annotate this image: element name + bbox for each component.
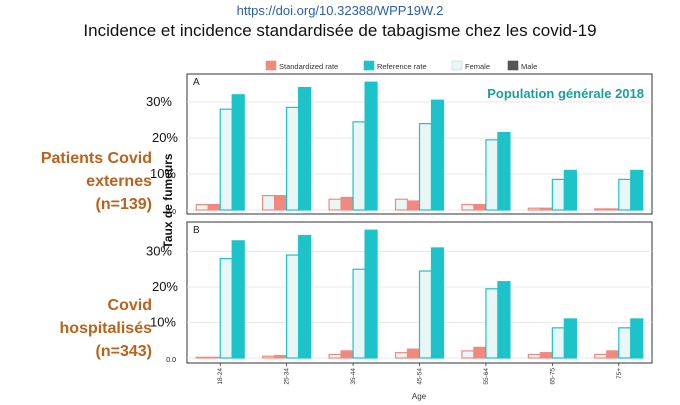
bar <box>274 354 288 359</box>
x-axis-label: Age <box>412 392 427 401</box>
legend-label: Standardized rate <box>279 62 338 71</box>
bar <box>485 288 499 359</box>
x-tick-label: 45-54 <box>417 368 424 385</box>
y-tick-label: 10% <box>150 166 176 181</box>
y-tick-label: 20% <box>152 130 178 145</box>
y-tick-label: 10% <box>150 315 176 330</box>
bar <box>406 348 421 359</box>
bar <box>207 204 221 211</box>
side-label-line: Patients Covid <box>40 150 152 167</box>
panel-label: A <box>193 77 200 88</box>
bar <box>539 352 553 359</box>
bar <box>618 178 632 211</box>
legend-label: Reference rate <box>377 62 427 71</box>
side-label-line: hospitalisés <box>59 320 152 337</box>
x-tick-label: 25-34 <box>284 368 291 385</box>
bar <box>340 196 354 211</box>
bar <box>497 132 511 211</box>
bar <box>594 208 608 211</box>
bar <box>418 270 433 359</box>
bar <box>606 208 620 211</box>
legend-swatch <box>507 60 519 71</box>
y-axis-label: Taux de fumeurs <box>161 153 175 248</box>
bar <box>286 254 300 359</box>
legend-swatch <box>451 60 463 71</box>
panel-label: B <box>193 225 200 236</box>
legend-swatch <box>265 60 277 71</box>
bar <box>231 94 245 211</box>
bar <box>207 356 221 359</box>
legend-swatch <box>363 60 375 71</box>
bar <box>473 346 487 359</box>
side-label-line: externes <box>86 173 152 190</box>
bar <box>618 327 632 359</box>
side-label-line: (n=343) <box>95 343 152 360</box>
doi-link[interactable]: https://doi.org/10.32388/WPP19W.2 <box>236 3 444 18</box>
side-label-hospitalized: Covid hospitalisés (n=343) <box>60 294 152 363</box>
bar <box>630 169 644 211</box>
bar <box>340 350 354 359</box>
legend-label: Male <box>521 62 537 71</box>
bar <box>298 86 312 211</box>
bar <box>461 204 475 211</box>
bar <box>606 350 620 359</box>
bar <box>563 169 577 211</box>
bar <box>262 195 276 211</box>
bar <box>328 353 342 359</box>
bar <box>219 108 233 211</box>
bar <box>551 178 565 211</box>
bar <box>630 318 644 359</box>
x-tick-label: 75+ <box>616 368 623 379</box>
bar <box>328 198 342 211</box>
bar <box>286 106 300 211</box>
bar <box>539 207 553 211</box>
bar <box>364 229 378 359</box>
y-tick-label: 30% <box>146 94 172 109</box>
x-tick-label: 55-64 <box>483 368 490 385</box>
bar <box>262 355 276 359</box>
bar <box>430 247 445 359</box>
bar <box>298 234 312 359</box>
bar <box>527 207 541 211</box>
x-tick-label: 65-75 <box>549 368 556 385</box>
y-tick-label: 20% <box>152 279 178 294</box>
legend-label: Female <box>465 62 490 71</box>
bar <box>231 240 245 359</box>
bar <box>527 353 541 359</box>
y-tick-label: 0.0 <box>166 209 176 216</box>
bar <box>195 204 209 211</box>
bar <box>418 122 433 211</box>
bar <box>195 356 209 359</box>
bar <box>594 353 608 359</box>
bar <box>364 81 378 211</box>
y-tick-label: 0.0 <box>166 357 176 364</box>
chart-legend: Standardized rate Reference rate Female Mal… <box>265 60 537 71</box>
chart-annotation: Population générale 2018 <box>487 86 644 101</box>
chart-panel-b: 0.0 10% 20% 30% B <box>146 221 653 364</box>
y-tick-label: 30% <box>146 244 172 259</box>
bar <box>473 204 487 211</box>
side-label-line: (n=139) <box>95 196 152 213</box>
figure-title: Incidence et incidence standardisée de t… <box>83 21 597 40</box>
bar <box>394 352 409 359</box>
bar <box>219 258 233 359</box>
x-tick-label: 35-44 <box>350 368 357 385</box>
side-label-external: Patients Covid externes (n=139) <box>41 147 152 216</box>
x-tick-label: 18-24 <box>217 368 224 385</box>
bar <box>551 327 565 359</box>
bar <box>485 139 499 211</box>
bar <box>394 198 409 211</box>
bar <box>274 195 288 211</box>
side-label-line: Covid <box>107 297 152 314</box>
bar <box>406 200 421 211</box>
bar <box>352 121 366 211</box>
x-axis: 18-24 25-34 35-44 45-54 55-64 65-75 75+ Age <box>217 363 623 401</box>
bar <box>563 318 577 359</box>
bar <box>461 350 475 359</box>
bar <box>497 281 511 359</box>
bar <box>430 99 445 211</box>
chart-panel-a: 0.0 10% 20% 30% A Population générale 2018 <box>146 73 653 216</box>
bar <box>352 268 366 359</box>
